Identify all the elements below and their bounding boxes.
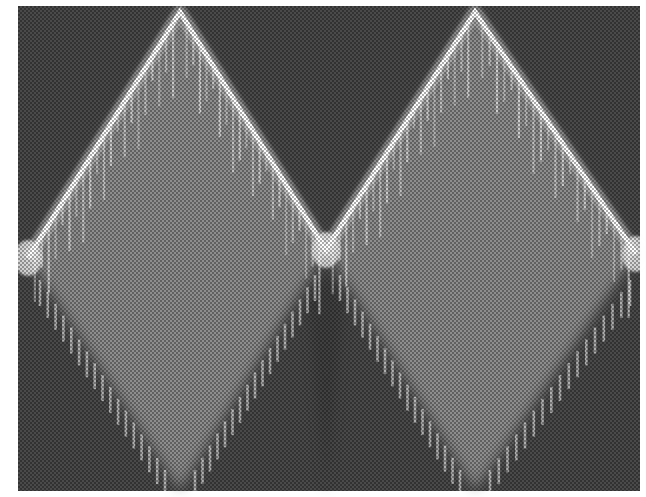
halftone-overlay: [18, 6, 640, 491]
